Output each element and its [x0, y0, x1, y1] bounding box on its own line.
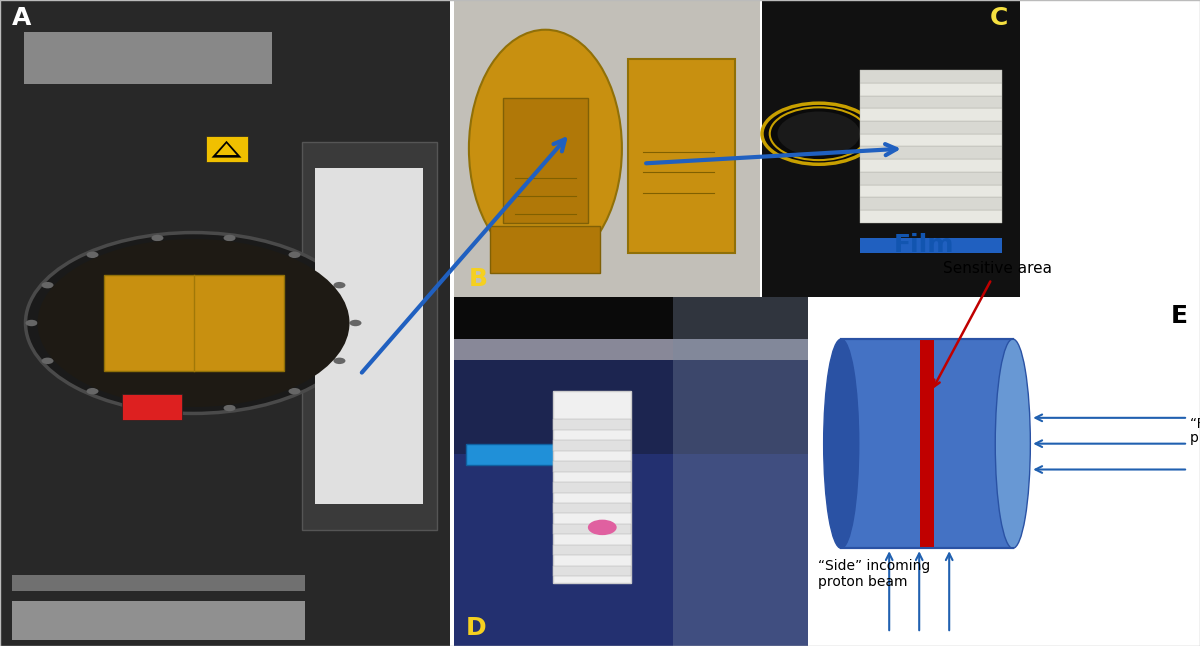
Circle shape	[151, 234, 163, 241]
Text: C: C	[990, 6, 1008, 30]
Bar	[860, 210, 1002, 223]
Text: B: B	[469, 267, 488, 291]
Bar	[454, 339, 808, 360]
Bar	[810, 297, 1200, 646]
Text: Sensitive area: Sensitive area	[934, 261, 1051, 386]
Bar	[553, 566, 631, 576]
Circle shape	[588, 519, 617, 535]
Bar	[553, 524, 631, 534]
Circle shape	[349, 320, 361, 326]
Bar	[553, 545, 631, 556]
Circle shape	[42, 358, 54, 364]
Text: E: E	[1171, 304, 1188, 328]
Circle shape	[334, 358, 346, 364]
Ellipse shape	[995, 339, 1031, 548]
Bar	[860, 121, 1002, 134]
Bar	[628, 59, 736, 253]
Bar	[454, 0, 760, 297]
Text: proton beam: proton beam	[818, 575, 907, 589]
Bar	[860, 198, 1002, 210]
Circle shape	[762, 103, 876, 164]
Ellipse shape	[823, 339, 859, 548]
Circle shape	[223, 234, 235, 241]
Polygon shape	[216, 143, 236, 155]
Bar	[0, 0, 450, 646]
Bar	[491, 226, 600, 273]
Bar	[762, 0, 1020, 297]
Bar	[553, 503, 631, 514]
Text: “Face” incoming: “Face” incoming	[1190, 417, 1200, 431]
Circle shape	[42, 282, 54, 288]
Circle shape	[288, 388, 300, 395]
Bar	[553, 482, 631, 492]
Bar	[454, 297, 808, 339]
Bar	[454, 0, 760, 297]
Bar	[12, 601, 305, 640]
Bar	[860, 83, 1002, 96]
Text: proton beam: proton beam	[1190, 432, 1200, 445]
Bar	[103, 275, 283, 371]
Bar	[314, 168, 422, 504]
Text: “Side” incoming: “Side” incoming	[818, 559, 930, 573]
Bar	[553, 391, 631, 583]
Circle shape	[37, 239, 349, 407]
Bar	[841, 339, 1013, 548]
Bar	[205, 136, 247, 162]
Ellipse shape	[469, 30, 622, 267]
Bar	[553, 419, 631, 430]
Bar	[0, 0, 450, 646]
Bar	[860, 109, 1002, 121]
Bar	[12, 575, 305, 591]
Bar	[919, 339, 935, 548]
Bar	[860, 185, 1002, 198]
Circle shape	[778, 112, 860, 156]
Bar	[454, 297, 808, 646]
Bar	[553, 440, 631, 451]
Circle shape	[86, 251, 98, 258]
Text: A: A	[12, 6, 31, 30]
Circle shape	[151, 405, 163, 412]
Bar	[860, 147, 1002, 159]
Circle shape	[223, 405, 235, 412]
Text: D: D	[466, 616, 486, 640]
Bar	[860, 159, 1002, 172]
Bar	[553, 461, 631, 472]
Bar	[454, 454, 808, 646]
Circle shape	[25, 233, 361, 413]
Bar	[860, 134, 1002, 147]
Bar	[301, 142, 437, 530]
Bar	[121, 394, 181, 420]
Bar	[860, 238, 1002, 253]
Bar	[673, 297, 808, 646]
Text: Film: Film	[894, 233, 954, 258]
Circle shape	[25, 320, 37, 326]
Polygon shape	[211, 141, 241, 158]
Bar	[503, 98, 588, 223]
Bar	[24, 32, 271, 84]
Circle shape	[86, 388, 98, 395]
Circle shape	[334, 282, 346, 288]
Bar	[860, 70, 1002, 83]
Bar	[466, 444, 554, 464]
Circle shape	[288, 251, 300, 258]
Bar	[860, 172, 1002, 185]
Bar	[860, 96, 1002, 109]
